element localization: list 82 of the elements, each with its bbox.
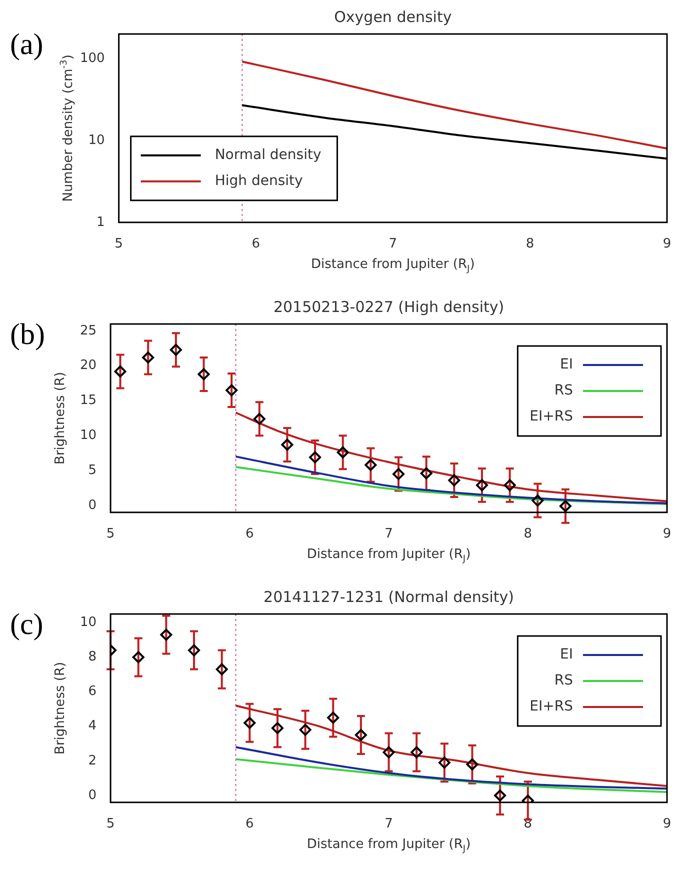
- line-series: [234, 758, 667, 794]
- point: [309, 451, 322, 464]
- line-series: [241, 60, 667, 150]
- point: [198, 368, 210, 380]
- point: [364, 458, 377, 471]
- point: [226, 384, 238, 396]
- point: [476, 479, 488, 492]
- x-tick-label: 8: [524, 526, 532, 542]
- chart-title: 20150213-0227 (High density): [273, 298, 504, 316]
- point: [410, 746, 423, 758]
- legend-label: EI: [560, 646, 573, 663]
- y-tick-label: 5: [88, 462, 97, 478]
- y-tick-label: 25: [80, 323, 97, 338]
- y-tick-label: 0: [88, 788, 97, 803]
- text: (b): [10, 318, 45, 351]
- x-tick-label: 7: [384, 816, 393, 832]
- x-tick-label: 6: [246, 816, 254, 832]
- point: [160, 628, 172, 641]
- point: [299, 724, 312, 736]
- point: [420, 467, 432, 480]
- x-tick-label: 9: [662, 526, 672, 542]
- y-tick-label: 6: [88, 684, 97, 700]
- point: [271, 722, 284, 734]
- y-tick-label: 20: [80, 358, 97, 374]
- y-tick-label: 0: [88, 498, 97, 513]
- point: [559, 500, 572, 512]
- y-tick-label: 1: [96, 214, 105, 230]
- x-tick-label: 5: [114, 236, 123, 252]
- text: (a): [10, 28, 44, 61]
- x-tick-label: 8: [526, 236, 534, 252]
- point: [327, 712, 340, 724]
- y-tick-label: 100: [80, 51, 105, 66]
- y-tick-label: 10: [80, 615, 97, 630]
- point: [448, 474, 460, 486]
- x-tick-label: 9: [662, 816, 672, 832]
- point: [392, 468, 405, 480]
- legend-label: Normal density: [214, 147, 322, 164]
- point: [504, 479, 516, 492]
- legend-label: RS: [554, 672, 574, 689]
- point: [244, 716, 256, 729]
- line-series: [234, 456, 667, 504]
- legend-label: RS: [554, 382, 574, 399]
- chart-title: 20141127-1231 (Normal density): [264, 588, 514, 606]
- legend-label: EI+RS: [530, 698, 574, 715]
- y-tick-label: 10: [88, 132, 105, 148]
- x-tick-label: 7: [384, 526, 393, 542]
- legend-label: High density: [214, 173, 303, 190]
- x-tick-label: 5: [106, 816, 115, 832]
- point: [142, 351, 154, 364]
- y-axis-title: Number density (cm-3): [60, 54, 76, 202]
- y-axis-title: Brightness (R): [52, 372, 68, 464]
- x-tick-label: 7: [388, 236, 398, 252]
- point: [532, 494, 544, 507]
- x-tick-label: 5: [106, 526, 115, 542]
- x-tick-label: 9: [662, 236, 672, 252]
- chart-title: Oxygen density: [334, 8, 452, 26]
- point: [216, 663, 228, 676]
- legend-label: EI: [560, 356, 573, 373]
- point: [132, 651, 144, 664]
- x-tick-label: 6: [252, 236, 260, 252]
- y-axis-title: Brightness (R): [52, 662, 68, 754]
- y-tick-label: 2: [88, 753, 97, 768]
- point: [281, 438, 294, 451]
- point: [382, 746, 395, 758]
- point: [114, 365, 126, 378]
- line-series: [234, 466, 667, 506]
- point: [188, 644, 200, 656]
- point: [354, 728, 367, 741]
- point: [336, 446, 349, 458]
- point: [253, 412, 266, 425]
- y-tick-label: 10: [80, 428, 97, 444]
- point: [494, 789, 506, 802]
- legend-label: EI+RS: [530, 408, 574, 425]
- x-tick-label: 6: [246, 526, 254, 542]
- point: [170, 344, 182, 356]
- line-series: [234, 746, 667, 790]
- point: [466, 758, 478, 770]
- point: [438, 756, 450, 769]
- text: (c): [10, 608, 44, 641]
- y-tick-label: 8: [88, 650, 97, 665]
- y-tick-label: 4: [88, 718, 97, 734]
- y-tick-label: 15: [80, 393, 97, 408]
